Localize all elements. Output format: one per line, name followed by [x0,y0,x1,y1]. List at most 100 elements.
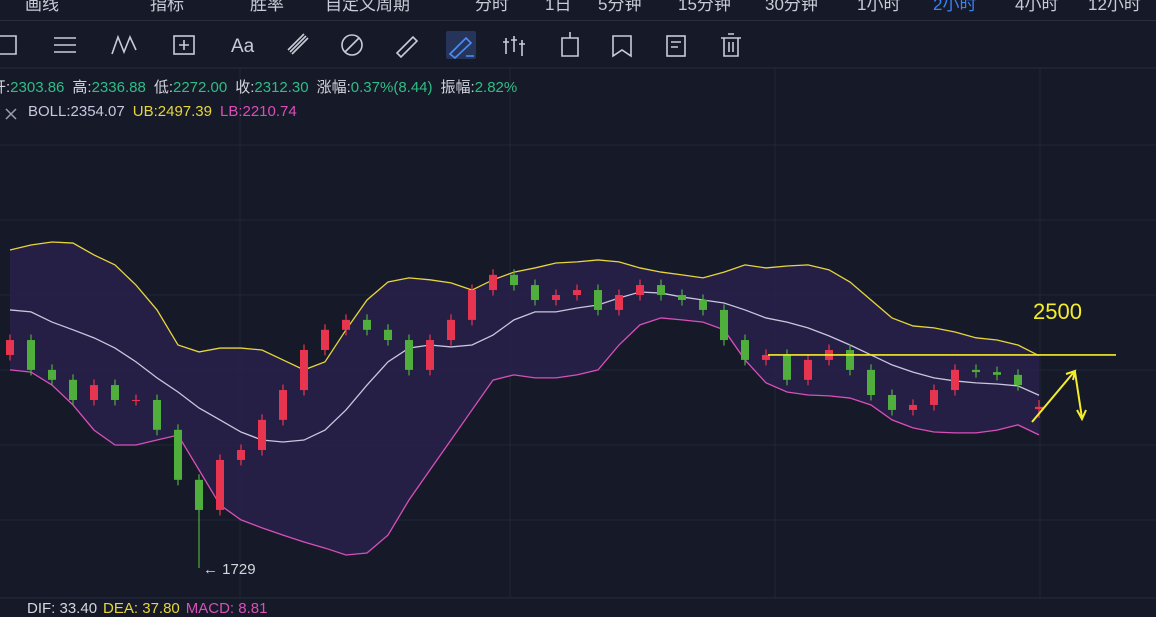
candle-body [783,354,791,380]
icon-rect[interactable] [0,35,17,55]
period-tab[interactable]: 自定义周期 [325,0,410,14]
candle-body [951,369,959,391]
candle-body [153,399,161,430]
info-label: 振幅: [440,79,475,96]
candle-body [279,390,287,420]
candle-body [636,285,644,296]
icon-edit[interactable] [666,35,686,57]
macd-info: DIF: 33.40 DEA: 37.80 MACD: 8.81 [27,600,273,617]
low-label: ← 1729 [203,561,256,578]
candle-body [216,459,224,510]
info-label: 低: [153,79,173,96]
candle-body [489,274,497,291]
period-tab[interactable]: 2小时 [933,0,977,14]
candle-body [90,385,98,400]
candle-body [699,299,707,310]
band-fill [10,241,1039,555]
period-tab[interactable]: 胜率 [250,0,284,14]
candle-body [762,354,770,360]
info-value: 2303.86 [10,79,65,96]
icon-lock[interactable] [561,32,579,57]
boll-value: UB:2497.39 [132,103,212,120]
icon-wave[interactable] [111,34,137,55]
candle-body [594,290,602,310]
candle-body [720,309,728,341]
candle-body [678,295,686,300]
plot: 2500 ← 1729 [6,241,1116,578]
period-tab[interactable]: 5分钟 [598,0,642,14]
info-value: 2312.30 [254,79,309,96]
info-label: 涨幅: [316,79,351,96]
candle-body [657,285,665,296]
candle-body [909,404,917,410]
candle-body [6,340,14,355]
candle-body [846,349,854,370]
close-icon[interactable] [5,108,17,120]
macd-value: MACD: 8.81 [185,600,268,617]
icon-lines[interactable] [54,37,76,53]
candle-body [48,369,56,380]
period-tab[interactable]: 4小时 [1015,0,1059,14]
upper-band [9,241,1040,371]
candle-body [300,349,308,391]
icon-pen[interactable] [395,35,419,59]
macd-value: DIF: 33.40 [27,600,98,617]
candle-body [237,449,245,460]
candle-body [69,379,77,400]
period-tab[interactable]: 1日 [545,0,572,14]
candle-body [174,429,182,480]
period-tab[interactable]: 30分钟 [765,0,818,14]
period-tab[interactable]: 1小时 [857,0,901,14]
period-bar: 画线 指标 胜率 自定义周期 分时 1日 5分钟 15分钟 30分钟 1小时 2小时 4小时 12小时 [0,0,1156,21]
period-tab[interactable]: 12小时 [1088,0,1141,14]
icon-candles[interactable] [503,36,525,56]
icon-measure[interactable] [173,35,195,55]
period-tab[interactable]: 指标 [150,0,184,14]
icon-flag[interactable] [612,35,632,58]
candle-body [195,479,203,510]
annotation-arrows [1031,369,1087,423]
candle-body [468,290,476,320]
candle-body [384,329,392,341]
icon-active-bg [446,31,476,59]
candle-body [552,295,560,300]
candle-body [867,369,875,396]
candle-body [258,419,266,450]
info-value: 2272.00 [172,79,228,96]
level-label: 2500 [1033,299,1082,324]
icon-text[interactable]: Aa [231,36,255,57]
boll-info: BOLL:2354.07 UB:2497.39 LB:2210.74 [28,103,305,120]
candle-body [531,285,539,300]
candle-body [888,395,896,410]
macd-value: DEA: 37.80 [103,600,180,617]
info-value: 2.82% [474,79,518,96]
candle-body [741,340,749,360]
icon-draw-active[interactable] [448,36,474,60]
period-tab[interactable]: 15分钟 [678,0,731,14]
info-label: 收: [235,79,255,96]
period-tab[interactable]: 画线 [25,0,59,14]
candle-body [27,340,35,370]
boll-value: LB:2210.74 [219,103,297,120]
period-tab[interactable]: 分时 [475,0,509,14]
info-label: 高: [72,79,92,96]
icon-trash[interactable] [721,33,741,57]
candle-body [573,290,581,296]
candle-body [363,319,371,330]
candle-body [111,385,119,400]
candle-body [804,359,812,380]
candle-body [510,274,518,286]
info-value: 0.37%(8.44) [350,79,433,96]
icon-ruler[interactable] [287,33,309,55]
candle-body [426,340,434,370]
candle-body [972,369,980,373]
candle-body [405,340,413,370]
candle-body [930,390,938,405]
candle-body [993,372,1001,375]
candle-body [1035,406,1043,410]
tool-icons [0,32,741,59]
info-label: 开: [0,79,11,96]
ohlc-info: 开:2303.86 高:2336.88 低:2272.00 收:2312.30 涨幅:0… [0,76,525,97]
icon-magnet[interactable] [341,34,363,56]
